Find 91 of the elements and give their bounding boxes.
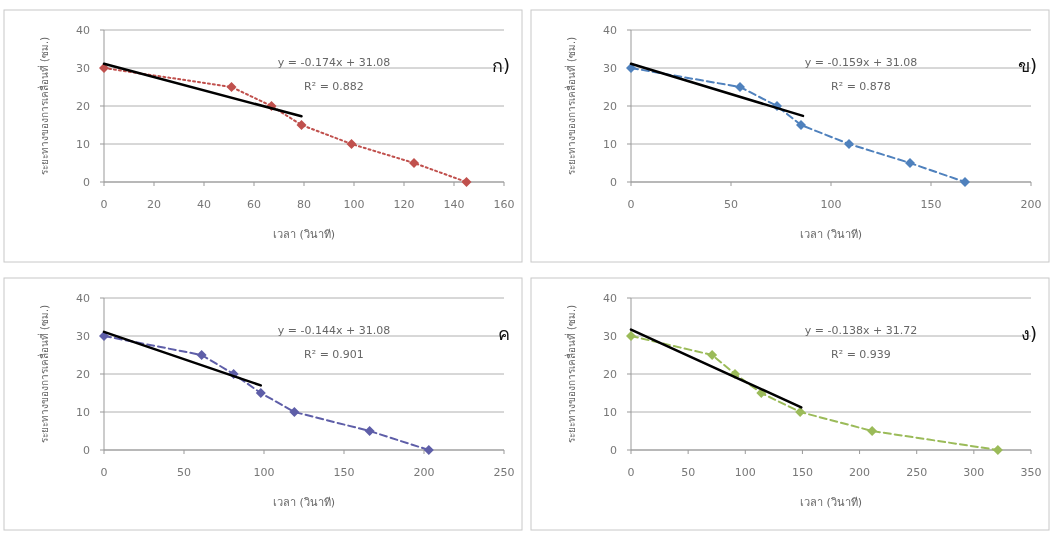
annotation: y = -0.138x + 31.72 <box>804 324 918 337</box>
y-axis-title: ระยะทางของการเคลื่อนที่ (ซม.) <box>37 304 50 444</box>
y-tick-label: 0 <box>610 444 617 457</box>
x-tick-label: 300 <box>963 466 985 479</box>
point <box>409 158 419 168</box>
y-tick-label: 40 <box>76 24 90 37</box>
point <box>626 63 636 73</box>
x-tick-label: 120 <box>393 198 415 211</box>
y-tick-label: 10 <box>603 406 617 419</box>
point <box>289 407 300 417</box>
annotation: y = -0.174x + 31.08 <box>277 56 391 69</box>
annotation: R² = 0.878 <box>831 80 891 93</box>
x-tick-label: 0 <box>627 466 635 479</box>
x-tick-label: 80 <box>297 198 311 211</box>
x-tick-label: 20 <box>147 198 161 211</box>
y-tick-label: 10 <box>603 138 617 151</box>
point <box>844 139 854 149</box>
point <box>364 426 375 436</box>
annotation: R² = 0.939 <box>831 348 891 361</box>
point <box>905 158 915 168</box>
x-axis-title: เวลา (วินาที) <box>799 228 863 241</box>
y-tick-label: 30 <box>603 330 617 343</box>
point <box>296 120 307 130</box>
x-axis-title: เวลา (วินาที) <box>799 496 863 509</box>
x-tick-label: 200 <box>1020 198 1042 211</box>
point <box>346 139 357 149</box>
x-tick-label: 100 <box>820 198 842 211</box>
annotation: y = -0.144x + 31.08 <box>277 324 391 337</box>
x-tick-label: 350 <box>1020 466 1042 479</box>
point <box>867 426 878 436</box>
y-tick-label: 0 <box>83 176 90 189</box>
point <box>99 331 109 341</box>
annotation: R² = 0.882 <box>304 80 364 93</box>
point <box>99 63 109 73</box>
y-axis-title: ระยะทางของการเคลื่อนที่ (ซม.) <box>37 36 50 176</box>
y-tick-label: 40 <box>603 292 617 305</box>
point <box>423 445 434 455</box>
point <box>196 350 207 360</box>
point <box>795 407 806 417</box>
x-tick-label: 150 <box>920 198 942 211</box>
y-axis-title: ระยะทางของการเคลื่อนที่ (ซม.) <box>564 36 577 176</box>
y-tick-label: 0 <box>83 444 90 457</box>
x-tick-label: 0 <box>627 198 635 211</box>
x-tick-label: 40 <box>197 198 211 211</box>
x-tick-label: 100 <box>253 466 275 479</box>
x-tick-label: 150 <box>791 466 813 479</box>
x-tick-label: 50 <box>681 466 696 479</box>
annotation: y = -0.159x + 31.08 <box>804 56 918 69</box>
point <box>992 445 1003 455</box>
y-tick-label: 20 <box>76 100 90 113</box>
y-tick-label: 0 <box>610 176 617 189</box>
x-tick-label: 100 <box>734 466 756 479</box>
x-tick-label: 150 <box>333 466 355 479</box>
point <box>796 120 806 130</box>
y-tick-label: 40 <box>76 292 90 305</box>
x-tick-label: 100 <box>343 198 365 211</box>
y-tick-label: 10 <box>76 138 90 151</box>
x-tick-label: 50 <box>724 198 738 211</box>
x-axis-title: เวลา (วินาที) <box>272 496 336 509</box>
y-tick-label: 20 <box>76 368 90 381</box>
text: ก) <box>491 55 510 76</box>
y-tick-label: 30 <box>76 62 90 75</box>
point <box>255 388 266 398</box>
x-tick-label: 0 <box>100 466 108 479</box>
x-tick-label: 50 <box>177 466 191 479</box>
text: ค <box>498 323 510 344</box>
x-tick-label: 200 <box>849 466 871 479</box>
x-tick-label: 250 <box>493 466 515 479</box>
text: ง) <box>1020 323 1037 344</box>
y-axis-title: ระยะทางของการเคลื่อนที่ (ซม.) <box>564 304 577 444</box>
y-tick-label: 20 <box>603 368 617 381</box>
x-axis-title: เวลา (วินาที) <box>272 228 336 241</box>
y-tick-label: 40 <box>603 24 617 37</box>
point <box>707 350 718 360</box>
point <box>226 82 237 92</box>
x-tick-label: 60 <box>247 198 261 211</box>
y-tick-label: 20 <box>603 100 617 113</box>
y-tick-label: 30 <box>76 330 90 343</box>
y-tick-label: 30 <box>603 62 617 75</box>
text: ข) <box>1017 55 1037 76</box>
y-tick-label: 10 <box>76 406 90 419</box>
point <box>960 177 970 187</box>
point <box>626 331 636 341</box>
point <box>461 177 472 187</box>
x-tick-label: 0 <box>100 198 108 211</box>
point <box>735 82 745 92</box>
annotation: R² = 0.901 <box>304 348 364 361</box>
x-tick-label: 160 <box>493 198 515 211</box>
x-tick-label: 250 <box>906 466 928 479</box>
x-tick-label: 140 <box>443 198 465 211</box>
x-tick-label: 200 <box>413 466 435 479</box>
